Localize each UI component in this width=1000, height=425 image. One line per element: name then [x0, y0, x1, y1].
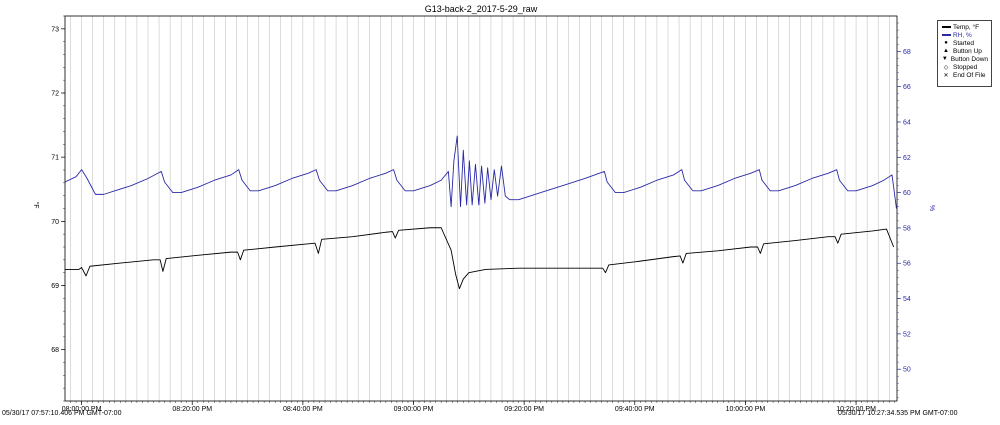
vertical-gridlines: [70, 16, 890, 401]
footer-end-time: 05/30/17 10:27:34.535 PM GMT-07:00: [838, 410, 958, 417]
legend-item: ◇ Stopped: [941, 63, 988, 71]
right-axis-tick-label: 54: [903, 296, 911, 303]
left-axis-label: °F: [32, 201, 40, 208]
humidity-series-line: [64, 135, 897, 209]
legend-marker-icon: ✕: [943, 72, 949, 79]
x-axis-tick-label: 10:20:00 PM: [836, 406, 876, 413]
legend-line-swatch: [941, 34, 951, 36]
x-axis-tick-label: 09:20:00 PM: [504, 406, 544, 413]
right-axis-tick-label: 50: [903, 367, 911, 374]
left-axis-tick-label: 71: [51, 155, 59, 162]
legend-item: RH, %: [941, 31, 988, 39]
legend-item-label: Button Up: [953, 47, 982, 55]
x-axis-tick-label: 09:40:00 PM: [615, 406, 655, 413]
temperature-series-line: [65, 227, 895, 290]
legend-line-icon: [941, 26, 951, 28]
right-axis-tick-label: 66: [903, 84, 911, 91]
right-axis-tick-label: 56: [903, 261, 911, 268]
legend-item-label: RH, %: [953, 31, 972, 39]
legend-marker-icon: ●: [944, 40, 948, 47]
left-axis-tick-label: 72: [51, 91, 59, 98]
x-axis: 08:00:00 PM 08:20:00 PM 08:40:00 PM 09:00:0…: [62, 401, 895, 413]
right-axis-tick-label: 68: [903, 49, 911, 56]
legend-item-label: Temp, °F: [953, 23, 980, 31]
legend-marker-icon: ◇: [943, 64, 949, 71]
legend-item-label: Stopped: [953, 64, 978, 72]
chart-title: G13-back-2_2017-5-29_raw: [425, 4, 538, 14]
left-axis: 68 69 70 71 72 73: [51, 15, 65, 402]
legend-item: ▲ Button Up: [941, 47, 988, 55]
x-axis-tick-label: 08:40:00 PM: [283, 406, 323, 413]
right-axis-tick-label: 62: [903, 155, 911, 162]
x-axis-tick-label: 08:20:00 PM: [172, 406, 212, 413]
legend-marker-icon: ▼: [941, 56, 948, 63]
left-axis-tick-label: 73: [51, 26, 59, 33]
right-axis-tick-label: 60: [903, 190, 911, 197]
footer-start-time: 05/30/17 07:57:10.406 PM GMT-07:00: [2, 410, 122, 417]
series-layer: [64, 135, 897, 290]
x-axis-tick-label: 09:00:00 PM: [394, 406, 434, 413]
right-axis-tick-label: 64: [903, 119, 911, 126]
left-axis-tick-label: 68: [51, 347, 59, 354]
legend-item: ● Started: [941, 39, 988, 47]
plot-frame: [64, 15, 898, 402]
right-axis-tick-label: 58: [903, 225, 911, 232]
legend-item: Temp, °F: [941, 23, 988, 31]
x-axis-tick-label: 10:00:00 PM: [726, 406, 766, 413]
left-axis-tick-label: 70: [51, 219, 59, 226]
legend: Temp, °F RH, % ● Started ▲ Button Up ▼ Button D…: [937, 20, 992, 87]
right-axis: 50 52 54 56 58 60 62 64 66 68: [897, 22, 911, 398]
legend-item-label: Started: [953, 39, 974, 47]
legend-marker-icon: ▲: [943, 48, 949, 55]
right-axis-tick-label: 52: [903, 331, 911, 338]
left-axis-tick-label: 69: [51, 283, 59, 290]
legend-item-label: Button Down: [950, 55, 988, 63]
right-axis-label: %: [928, 205, 935, 211]
x-axis-tick-label: 08:00:00 PM: [62, 406, 102, 413]
legend-line-icon: [941, 34, 951, 36]
legend-item-label: End Of File: [953, 72, 986, 80]
legend-line-swatch: [941, 26, 951, 28]
legend-item: ✕ End Of File: [941, 72, 988, 80]
legend-item: ▼ Button Down: [941, 55, 988, 63]
